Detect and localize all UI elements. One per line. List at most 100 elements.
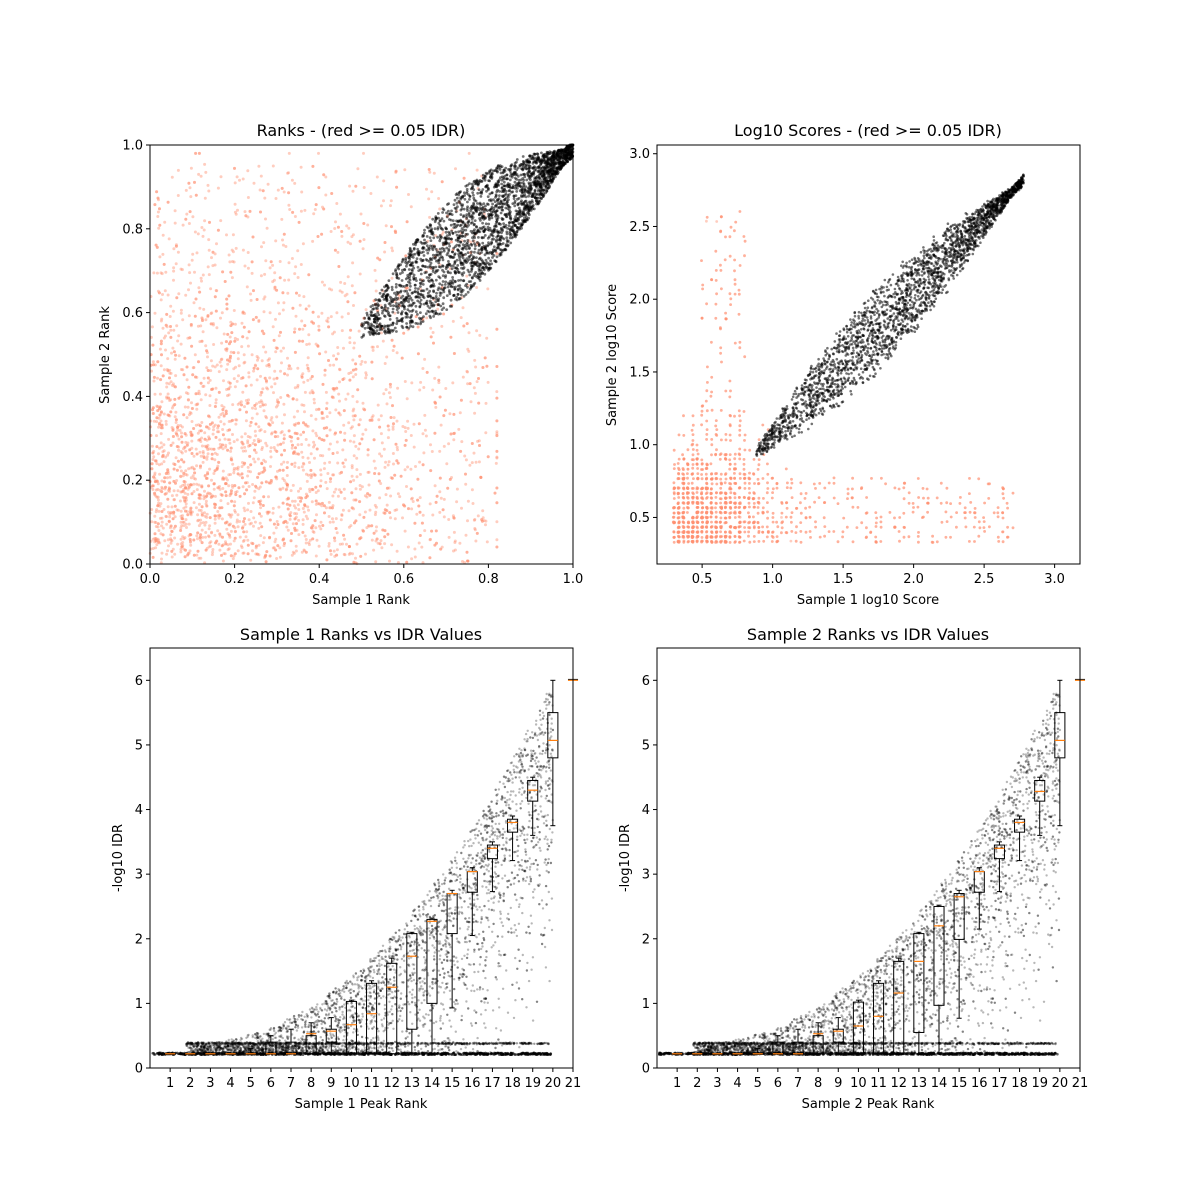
data-point [174,421,178,424]
data-point [214,401,218,405]
data-point [309,476,313,480]
data-point [272,546,276,550]
data-point [427,168,431,171]
data-point [192,501,196,505]
data-point [199,464,202,468]
data-point [438,207,442,211]
data-point [424,434,428,438]
data-point [251,542,255,546]
data-point [250,416,254,420]
data-point [272,522,276,526]
data-point [220,357,224,361]
data-point [291,483,295,487]
data-point [326,316,330,320]
data-point [196,531,200,535]
data-point [352,454,356,458]
data-point [166,392,170,396]
data-point [342,552,346,556]
data-point [263,376,267,380]
data-point [362,407,365,411]
data-point [179,542,183,546]
data-point [159,342,163,346]
data-point [282,346,285,350]
data-point [214,503,217,507]
data-point [295,291,298,295]
data-point [485,540,489,544]
data-point [155,271,159,275]
data-point [218,514,222,518]
data-point [199,276,203,280]
data-point [521,155,525,158]
data-point [277,334,281,338]
data-point [211,494,215,498]
data-point [455,487,459,491]
data-point [449,432,453,436]
data-point [318,502,322,506]
data-point [292,551,296,555]
data-point [420,545,424,549]
data-point [287,394,291,398]
data-point [226,362,230,366]
data-point [197,508,201,512]
data-point [190,439,194,443]
data-point [229,456,233,460]
data-point [228,441,232,445]
data-point [171,346,175,350]
data-point [468,382,472,386]
data-point [296,383,300,387]
data-point [466,205,469,209]
data-point [430,190,434,194]
data-point [423,413,427,417]
data-point [267,422,271,426]
data-point [288,208,292,211]
data-point [411,500,415,503]
data-point [525,178,529,182]
data-point [328,363,332,367]
data-point [171,441,175,445]
data-point [452,352,456,355]
data-point [276,544,280,548]
data-point [208,220,211,224]
data-point [500,208,504,212]
data-point [257,500,261,503]
data-point [322,504,326,508]
data-point [327,544,331,548]
data-point [446,270,450,273]
data-point [386,463,390,467]
data-point [495,449,499,453]
data-point [278,260,282,263]
data-point [448,244,451,248]
data-point [179,342,183,346]
data-point [463,197,467,201]
data-point [160,400,164,404]
data-point [370,524,374,528]
data-point [362,238,366,242]
data-point [341,378,345,381]
data-point [246,465,250,469]
data-point [247,330,251,334]
data-point [236,549,240,553]
data-point [258,405,262,408]
data-point [310,320,314,324]
data-point [244,214,248,218]
data-point [276,301,280,305]
data-point [465,274,469,278]
data-point [296,276,300,279]
data-point [533,189,537,193]
data-point [374,289,378,293]
data-point [157,226,161,230]
data-point [248,209,252,213]
data-point [278,312,281,316]
data-point [184,509,187,513]
data-point [162,262,166,266]
data-point [243,405,246,409]
data-point [296,437,300,441]
data-point [156,215,160,218]
data-point [280,217,284,221]
data-point [173,552,177,556]
data-point [475,256,478,259]
data-point [229,446,233,450]
data-point [281,468,285,472]
data-point [341,461,345,465]
data-point [159,426,163,430]
